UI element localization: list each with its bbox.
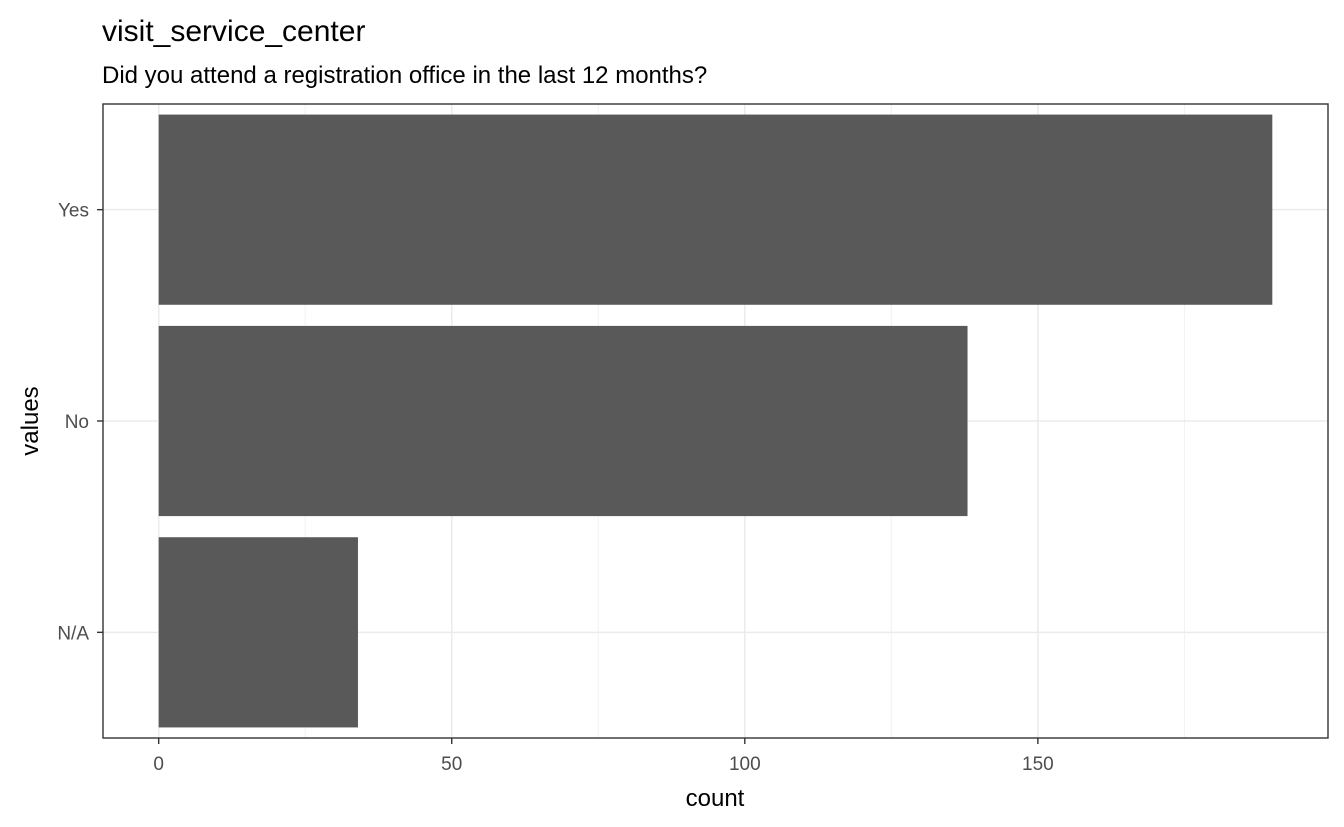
ticks-layer: Yes No N/A 0 50 100 150 — [57, 201, 1053, 775]
y-tick-label: No — [65, 412, 89, 433]
y-tick-label: N/A — [57, 623, 89, 644]
bar-n-a — [158, 537, 358, 728]
x-axis-title: count — [686, 785, 745, 812]
bar-yes — [158, 114, 1273, 305]
x-tick-label: 100 — [729, 754, 761, 775]
chart-subtitle: Did you attend a registration office in … — [102, 62, 707, 89]
y-tick-label: Yes — [58, 201, 89, 222]
x-tick-label: 50 — [441, 754, 462, 775]
chart-title: visit_service_center — [102, 15, 365, 48]
y-axis-title: values — [17, 386, 44, 455]
x-tick-label: 0 — [153, 754, 164, 775]
bars-layer — [158, 114, 1273, 728]
bar-no — [158, 325, 968, 517]
x-tick-label: 150 — [1022, 754, 1054, 775]
